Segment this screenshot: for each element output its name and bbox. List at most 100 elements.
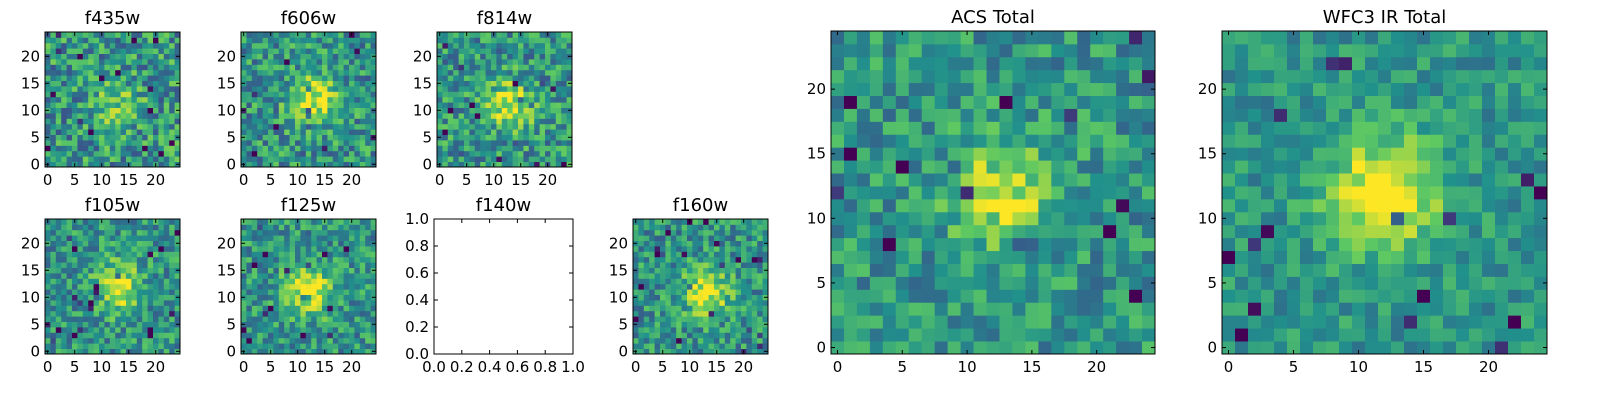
- heatmap-cell: [638, 262, 645, 268]
- heatmap-cell: [518, 42, 524, 49]
- heatmap-cell: [284, 316, 290, 322]
- heatmap-cell: [169, 156, 175, 162]
- heatmap-cell: [82, 118, 89, 125]
- heatmap-cell: [480, 37, 486, 44]
- heatmap-cell: [1090, 224, 1104, 239]
- heatmap-cell: [50, 278, 57, 285]
- heatmap-cell: [273, 278, 280, 285]
- heatmap-cell: [109, 246, 116, 252]
- heatmap-cell: [289, 294, 296, 301]
- heatmap-cell: [115, 91, 121, 98]
- heatmap-cell: [1025, 224, 1039, 239]
- heatmap-cell: [88, 102, 94, 108]
- heatmap-cell: [88, 310, 94, 317]
- heatmap-cell: [746, 310, 753, 317]
- heatmap-cell: [947, 82, 961, 96]
- heatmap-cell: [158, 140, 165, 146]
- heatmap-cell: [474, 80, 481, 87]
- heatmap-cell: [338, 161, 344, 168]
- heatmap-cell: [464, 91, 470, 98]
- heatmap-cell: [316, 96, 323, 103]
- heatmap-cell: [1365, 276, 1379, 290]
- heatmap-cell: [714, 262, 720, 268]
- heatmap-cell: [77, 348, 84, 355]
- heatmap-cell: [1326, 276, 1340, 290]
- x-tick-label: 15: [1022, 358, 1041, 376]
- heatmap-cell: [1378, 289, 1392, 303]
- heatmap-cell: [82, 300, 89, 306]
- heatmap-cell: [77, 305, 84, 312]
- heatmap-cell: [501, 75, 508, 81]
- heatmap-cell: [174, 262, 181, 268]
- heatmap-cell: [746, 348, 753, 355]
- heatmap-cell: [507, 161, 513, 168]
- heatmap-cell: [305, 48, 312, 54]
- heatmap-cell: [82, 96, 89, 103]
- heatmap-cell: [109, 305, 116, 312]
- heatmap-cell: [692, 229, 699, 236]
- heatmap-cell: [649, 278, 655, 285]
- heatmap-cell: [268, 321, 274, 328]
- heatmap-cell: [163, 224, 170, 231]
- heatmap-cell: [61, 37, 67, 44]
- heatmap-cell: [349, 150, 355, 157]
- heatmap-cell: [869, 95, 884, 109]
- heatmap-cell: [115, 332, 121, 339]
- heatmap-cell: [638, 278, 645, 285]
- heatmap-cell: [136, 32, 143, 38]
- heatmap-cell: [109, 343, 116, 349]
- heatmap-cell: [55, 251, 62, 258]
- heatmap-cell: [278, 283, 285, 290]
- heatmap-cell: [528, 123, 535, 130]
- heatmap-cell: [268, 140, 274, 146]
- heatmap-cell: [305, 145, 312, 152]
- heatmap-cell: [61, 86, 67, 92]
- heatmap-cell: [491, 96, 497, 103]
- heatmap-cell: [1378, 198, 1392, 213]
- heatmap-cell: [278, 300, 285, 306]
- heatmap-cell: [370, 96, 377, 103]
- heatmap-cell: [327, 283, 334, 290]
- heatmap-cell: [72, 75, 78, 81]
- heatmap-cell: [163, 289, 170, 295]
- heatmap-cell: [512, 156, 519, 162]
- heatmap-cell: [104, 278, 111, 285]
- heatmap-cell: [50, 134, 57, 141]
- heatmap-cell: [169, 91, 175, 98]
- heatmap-cell: [1235, 237, 1249, 252]
- heatmap-cell: [1495, 289, 1509, 303]
- heatmap-cell: [327, 337, 334, 344]
- heatmap-cell: [126, 113, 132, 119]
- x-tick-label: 0.8: [533, 358, 557, 376]
- heatmap-cell: [343, 310, 350, 317]
- heatmap-cell: [359, 256, 366, 263]
- heatmap-cell: [66, 69, 73, 76]
- heatmap-cell: [142, 118, 148, 125]
- heatmap-cell: [831, 121, 845, 135]
- heatmap-cell: [703, 262, 709, 268]
- heatmap-cell: [322, 273, 328, 279]
- heatmap-cell: [692, 246, 699, 252]
- heatmap-cell: [947, 160, 961, 174]
- heatmap-cell: [289, 305, 296, 312]
- heatmap-cell: [1391, 315, 1405, 329]
- heatmap-cell: [305, 289, 312, 295]
- heatmap-cell: [921, 31, 936, 45]
- heatmap-cell: [464, 86, 470, 92]
- heatmap-cell: [72, 134, 78, 141]
- heatmap-cell: [104, 337, 111, 344]
- heatmap-cell: [359, 86, 366, 92]
- heatmap-cell: [480, 118, 486, 125]
- heatmap-cell: [61, 219, 67, 225]
- heatmap-cell: [474, 37, 481, 44]
- heatmap-cell: [469, 91, 476, 98]
- heatmap-cell: [163, 305, 170, 312]
- heatmap-cell: [633, 305, 639, 312]
- heatmap-cell: [354, 343, 361, 349]
- heatmap-cell: [1012, 289, 1026, 303]
- heatmap-cell: [746, 283, 753, 290]
- heatmap-cell: [365, 283, 371, 290]
- heatmap-cell: [1051, 289, 1065, 303]
- heatmap-cell: [268, 75, 274, 81]
- heatmap-cell: [55, 267, 62, 274]
